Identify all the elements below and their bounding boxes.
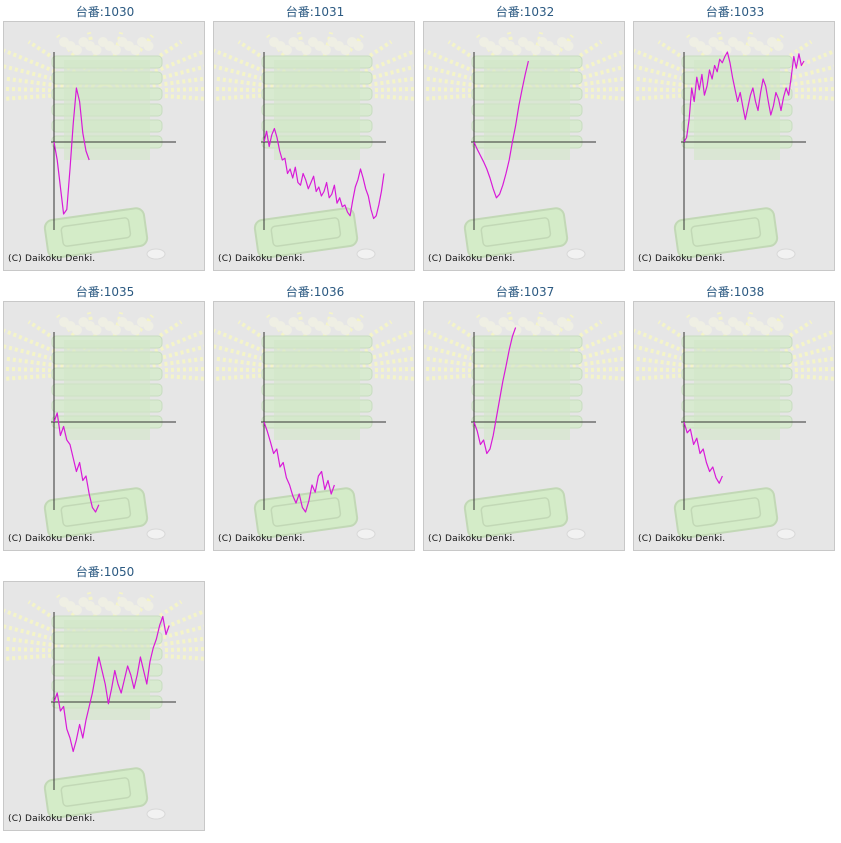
line-chart xyxy=(261,332,386,513)
background-artwork xyxy=(634,31,834,260)
background-image xyxy=(634,31,834,260)
chart-panel: (C) Daikoku Denki. xyxy=(423,301,625,551)
background-image xyxy=(4,591,204,820)
chart-panel: (C) Daikoku Denki. xyxy=(633,21,835,271)
background-artwork xyxy=(634,311,834,540)
chart-title: 台番:1030 xyxy=(75,5,135,19)
line-chart xyxy=(471,327,596,510)
copyright-text: (C) Daikoku Denki. xyxy=(428,254,516,264)
background-artwork xyxy=(4,591,204,820)
copyright-text: (C) Daikoku Denki. xyxy=(218,534,306,544)
chart-panel: (C) Daikoku Denki. xyxy=(213,301,415,551)
chart-title: 台番:1032 xyxy=(495,5,555,19)
chart-cell: 台番:1033 (C) Daikoku Denki. xyxy=(630,0,840,272)
chart-panel: (C) Daikoku Denki. xyxy=(423,21,625,271)
series-line xyxy=(263,421,335,513)
chart-panel: (C) Daikoku Denki. xyxy=(3,21,205,271)
copyright-text: (C) Daikoku Denki. xyxy=(638,254,726,264)
copyright-text: (C) Daikoku Denki. xyxy=(428,534,516,544)
line-chart xyxy=(51,52,176,230)
background-artwork xyxy=(214,311,414,540)
chart-cell: 台番:1036 (C) Daikoku Denki. xyxy=(210,280,420,552)
series-line xyxy=(53,87,90,215)
chart-cell: 台番:1037 (C) Daikoku Denki. xyxy=(420,280,630,552)
series-line xyxy=(53,412,100,513)
chart-panel: (C) Daikoku Denki. xyxy=(3,581,205,831)
copyright-text: (C) Daikoku Denki. xyxy=(8,814,96,824)
series-line xyxy=(473,327,517,455)
chart-panel: (C) Daikoku Denki. xyxy=(633,301,835,551)
chart-panel: (C) Daikoku Denki. xyxy=(213,21,415,271)
background-image xyxy=(4,31,204,260)
chart-cell: 台番:1050 (C) Daikoku Denki. xyxy=(0,560,210,832)
line-chart xyxy=(261,52,386,230)
chart-cell: 台番:1032 (C) Daikoku Denki. xyxy=(420,0,630,272)
series-line xyxy=(683,51,805,143)
copyright-text: (C) Daikoku Denki. xyxy=(638,534,726,544)
chart-title: 台番:1038 xyxy=(705,285,765,299)
chart-cell: 台番:1038 (C) Daikoku Denki. xyxy=(630,280,840,552)
background-image xyxy=(424,311,624,540)
series-line xyxy=(53,615,170,753)
chart-title: 台番:1031 xyxy=(285,5,345,19)
line-chart xyxy=(471,52,596,230)
chart-title: 台番:1050 xyxy=(75,565,135,579)
line-chart xyxy=(51,612,176,790)
chart-cell: 台番:1035 (C) Daikoku Denki. xyxy=(0,280,210,552)
series-line xyxy=(473,60,529,199)
chart-title: 台番:1035 xyxy=(75,285,135,299)
series-line xyxy=(263,127,385,220)
background-image xyxy=(214,311,414,540)
chart-title: 台番:1033 xyxy=(705,5,765,19)
copyright-text: (C) Daikoku Denki. xyxy=(8,254,96,264)
chart-cell: 台番:1030 (C) Daikoku Denki. xyxy=(0,0,210,272)
background-image xyxy=(634,311,834,540)
copyright-text: (C) Daikoku Denki. xyxy=(218,254,306,264)
chart-panel: (C) Daikoku Denki. xyxy=(3,301,205,551)
line-chart xyxy=(51,332,176,513)
copyright-text: (C) Daikoku Denki. xyxy=(8,534,96,544)
chart-title: 台番:1037 xyxy=(495,285,555,299)
chart-cell: 台番:1031 (C) Daikoku Denki. xyxy=(210,0,420,272)
line-chart xyxy=(681,51,806,230)
background-artwork xyxy=(424,311,624,540)
line-chart xyxy=(681,332,806,510)
background-artwork xyxy=(4,31,204,260)
series-line xyxy=(683,421,723,484)
chart-title: 台番:1036 xyxy=(285,285,345,299)
